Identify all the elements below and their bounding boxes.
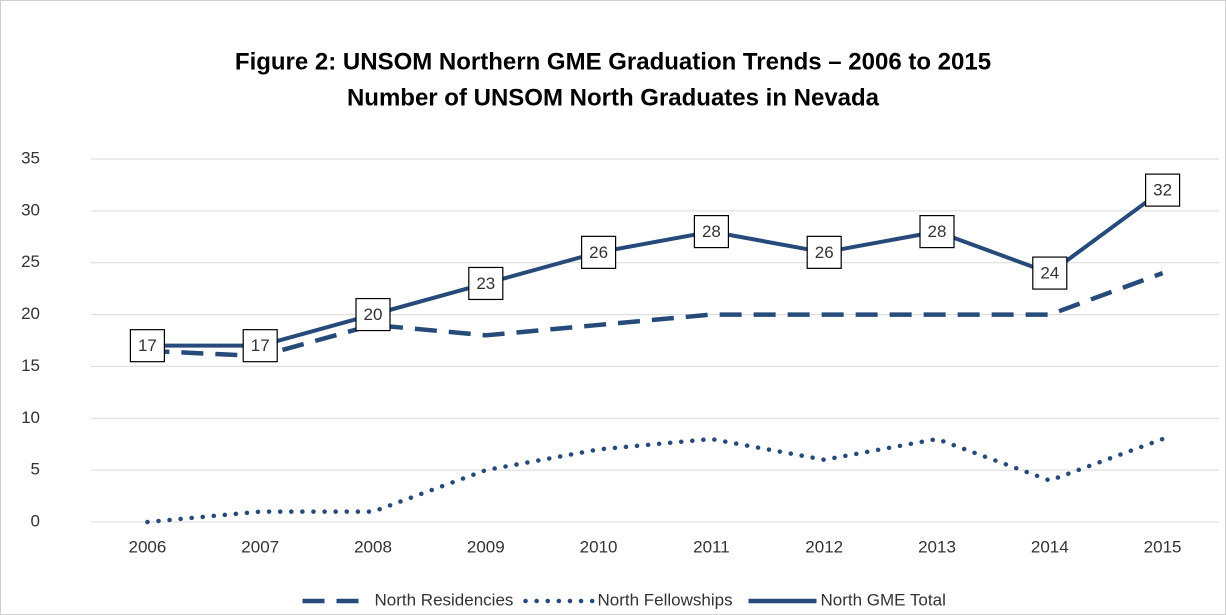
data-label: 24 (1040, 264, 1059, 283)
data-label-box (693, 215, 730, 249)
x-tick-label: 2008 (354, 537, 392, 556)
data-label-box (1144, 173, 1181, 207)
x-tick-label: 2011 (693, 537, 730, 556)
y-tick-label: 0 (31, 511, 40, 530)
legend-label: North Fellowships (598, 590, 733, 609)
y-tick-label: 15 (21, 356, 40, 375)
data-label: 32 (1153, 181, 1172, 200)
x-tick-label: 2006 (128, 537, 166, 556)
data-label: 20 (364, 305, 383, 324)
series-line (147, 270, 1164, 359)
data-label: 26 (589, 243, 608, 262)
y-tick-label: 10 (21, 408, 40, 427)
data-label: 28 (928, 222, 947, 241)
series-line (145, 436, 1165, 525)
x-tick-label: 2012 (805, 537, 843, 556)
x-tick-label: 2009 (467, 537, 505, 556)
legend-label: North GME Total (821, 590, 946, 609)
y-tick-label: 30 (21, 200, 40, 219)
series-line (147, 188, 1164, 348)
data-label: 26 (815, 243, 834, 262)
y-tick-label: 5 (31, 460, 40, 479)
data-label-box (806, 235, 842, 269)
data-label: 23 (476, 274, 495, 293)
legend-label: North Residencies (375, 590, 514, 609)
data-label-box (580, 235, 617, 269)
x-tick-label: 2014 (1031, 537, 1069, 556)
data-label-box (1032, 256, 1068, 290)
chart-subtitle: Number of UNSOM North Graduates in Nevad… (347, 84, 880, 111)
x-tick-label: 2007 (241, 537, 279, 556)
data-label-box (355, 297, 391, 332)
y-tick-label: 20 (21, 304, 40, 323)
data-label-box (468, 266, 504, 301)
y-tick-label: 25 (21, 252, 40, 271)
x-tick-label: 2015 (1144, 537, 1182, 556)
chart-title: Figure 2: UNSOM Northern GME Graduation … (235, 48, 991, 75)
y-tick-label: 35 (21, 148, 40, 167)
data-label-box (919, 215, 955, 249)
data-label: 17 (251, 336, 270, 355)
data-label-box (129, 329, 165, 363)
x-tick-label: 2010 (580, 537, 618, 556)
x-tick-label: 2013 (918, 537, 956, 556)
data-label: 17 (138, 336, 157, 355)
data-label: 28 (702, 222, 721, 241)
data-label-box (242, 329, 278, 363)
